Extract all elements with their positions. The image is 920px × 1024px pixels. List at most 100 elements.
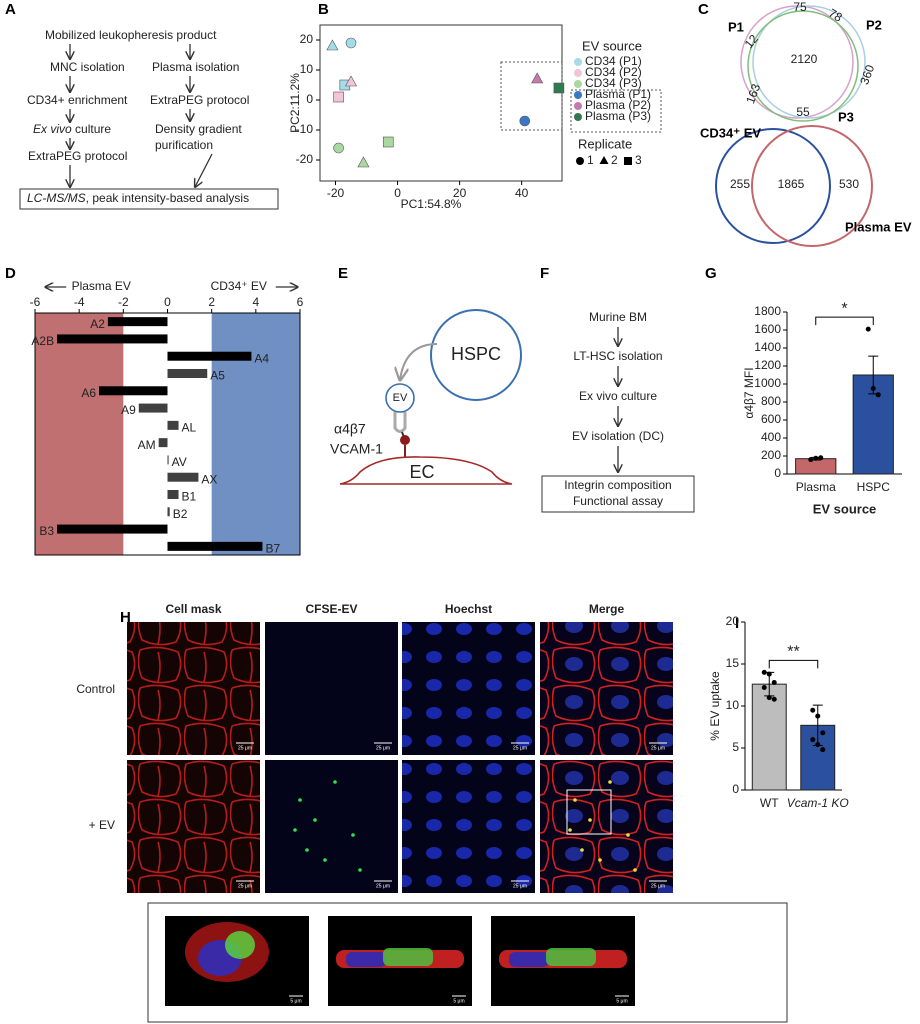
data-point (818, 455, 824, 461)
bar (795, 458, 837, 475)
venn-set (751, 125, 873, 247)
y-tick-label: 15 (726, 656, 740, 670)
step-italic: Ex vivo (33, 122, 72, 136)
bar-label: AV (172, 455, 187, 469)
y-tick-label: 1200 (754, 358, 781, 372)
bar-label: B7 (265, 542, 280, 556)
legend-marker (576, 157, 584, 165)
y-tick-label: -10 (296, 122, 314, 136)
bar (167, 369, 208, 378)
vesicles (383, 948, 433, 966)
y-tick-label: 200 (761, 448, 781, 462)
x-tick-label: -20 (327, 186, 345, 200)
y-tick-label: 0 (732, 782, 739, 796)
venn-count: 2120 (791, 52, 818, 66)
scale-label: 25 μm (513, 745, 527, 751)
x-tick-label: WT (760, 796, 779, 810)
data-point (820, 730, 826, 736)
x-tick-label: 6 (297, 295, 304, 309)
vesicle (323, 858, 327, 862)
vesicle (293, 828, 297, 832)
venn-set (715, 128, 831, 244)
bar-label: A5 (210, 369, 225, 383)
hspc-cell (430, 309, 522, 401)
venn-count: 255 (730, 177, 750, 191)
scale-label: 5 μm (616, 998, 627, 1004)
bar (158, 438, 168, 448)
vesicle (608, 780, 612, 784)
scale-label: 25 μm (376, 883, 390, 889)
nucleus (346, 952, 386, 967)
label: VCAM-1 (330, 441, 383, 457)
panel-label: A (5, 1, 16, 18)
step: LT-HSC isolation (573, 349, 662, 363)
y-tick-label: 10 (300, 62, 314, 76)
vesicle (333, 780, 337, 784)
region (211, 313, 300, 555)
micrograph (127, 760, 260, 893)
significance-bracket (768, 659, 819, 669)
legend-marker (574, 80, 582, 88)
scale-label: 25 μm (238, 745, 252, 751)
vesicle (305, 848, 309, 852)
x-tick-label: -4 (74, 295, 85, 309)
column-header: Cell mask (165, 602, 221, 616)
bar (751, 683, 787, 791)
step: LC-MS/MS, peak intensity-based analysis (27, 191, 249, 205)
x-tick-label: 0 (164, 295, 171, 309)
legend-marker (574, 58, 582, 66)
venn-set (752, 5, 866, 119)
direction-label: CD34⁺ EV (211, 279, 267, 293)
data-point (810, 707, 816, 713)
step: Ex vivo culture (33, 122, 111, 136)
x-tick-label: 0 (394, 186, 401, 200)
bar (167, 541, 263, 551)
panel-label: B (318, 1, 329, 18)
legend-label: 1 (587, 153, 594, 167)
data-point (761, 685, 767, 691)
y-tick-label: 800 (761, 394, 781, 408)
y-tick-label: 0 (774, 466, 781, 480)
panel-label: G (705, 265, 717, 282)
point (357, 156, 370, 168)
legend-label: Plasma (P2) (585, 98, 651, 112)
y-axis-label: α4β7 MFI (742, 367, 756, 418)
x-tick-label: Plasma (796, 480, 836, 494)
vesicle (358, 868, 362, 872)
data-point (771, 696, 777, 702)
panel-label: D (5, 265, 16, 282)
column-header: CFSE-EV (305, 602, 357, 616)
micrograph (402, 622, 535, 755)
y-axis-label: % EV uptake (708, 671, 722, 741)
point (333, 91, 344, 103)
bar-label: AX (201, 472, 217, 486)
step: Functional assay (573, 494, 663, 508)
nucleus (509, 952, 549, 967)
bar-label: A2B (31, 334, 54, 348)
x-tick-label: HSPC (857, 480, 891, 494)
bar-label: A4 (254, 351, 269, 365)
vesicle (580, 848, 584, 852)
row-label: + EV (89, 818, 115, 832)
point (326, 39, 339, 51)
legend-label: Plasma (P1) (585, 87, 651, 101)
point (345, 75, 358, 87)
zoom-box (566, 789, 612, 835)
vesicle (573, 798, 577, 802)
x-axis-label: PC1:54.8% (401, 197, 462, 211)
step: CD34+ enrichment (27, 93, 128, 107)
region (35, 313, 124, 555)
bar-label: A2 (90, 317, 105, 331)
x-axis-label: EV source (813, 501, 877, 516)
step-rest: , peak intensity-based analysis (86, 191, 249, 205)
point (382, 136, 394, 148)
legend-marker (574, 69, 582, 77)
micrograph (540, 622, 673, 755)
set-label: P1 (728, 19, 744, 34)
workflow-a: Mobilized leukopheresis product MNC isol… (19, 28, 279, 210)
x-tick-label: 40 (515, 186, 529, 200)
integrin (393, 412, 407, 433)
column-header: Hoechst (445, 602, 492, 616)
data-point (875, 392, 881, 398)
